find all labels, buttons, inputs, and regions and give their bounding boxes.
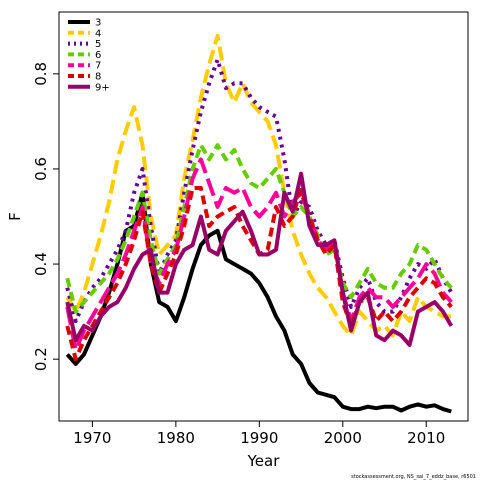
x-tick-label: 1990 xyxy=(240,429,278,447)
y-tick-label: 0.4 xyxy=(32,252,50,276)
series-layer xyxy=(65,33,454,414)
y-tick-label: 0.2 xyxy=(32,347,50,371)
legend-label: 8 xyxy=(95,72,101,83)
y-tick-label: 0.8 xyxy=(32,62,50,86)
footer-source-text: stockassessment.org, NS_sai_7_eddz_base,… xyxy=(351,474,476,480)
series-line-3 xyxy=(65,190,452,414)
y-axis-title: F xyxy=(6,212,24,221)
y-tick-label: 0.6 xyxy=(32,157,50,181)
series-line-4 xyxy=(65,33,452,338)
series-line-5 xyxy=(65,57,454,324)
x-tick-label: 1980 xyxy=(157,429,195,447)
x-axis: 1970 1980 1990 2000 2010 xyxy=(73,421,445,447)
legend-label: 5 xyxy=(95,39,101,50)
x-tick-label: 2010 xyxy=(407,429,445,447)
x-tick-label: 2000 xyxy=(324,429,362,447)
legend-label: 6 xyxy=(95,50,101,61)
x-tick-label: 1970 xyxy=(73,429,111,447)
x-axis-title: Year xyxy=(247,452,281,470)
plot-frame xyxy=(58,11,469,422)
legend-label: 4 xyxy=(95,28,101,39)
legend-label: 9+ xyxy=(95,82,110,93)
series-line-7 xyxy=(65,157,453,352)
legend-label: 3 xyxy=(95,18,101,29)
legend-label: 7 xyxy=(95,61,101,72)
y-axis: 0.2 0.4 0.6 0.8 xyxy=(32,62,59,371)
series-line-9plus xyxy=(65,171,454,347)
